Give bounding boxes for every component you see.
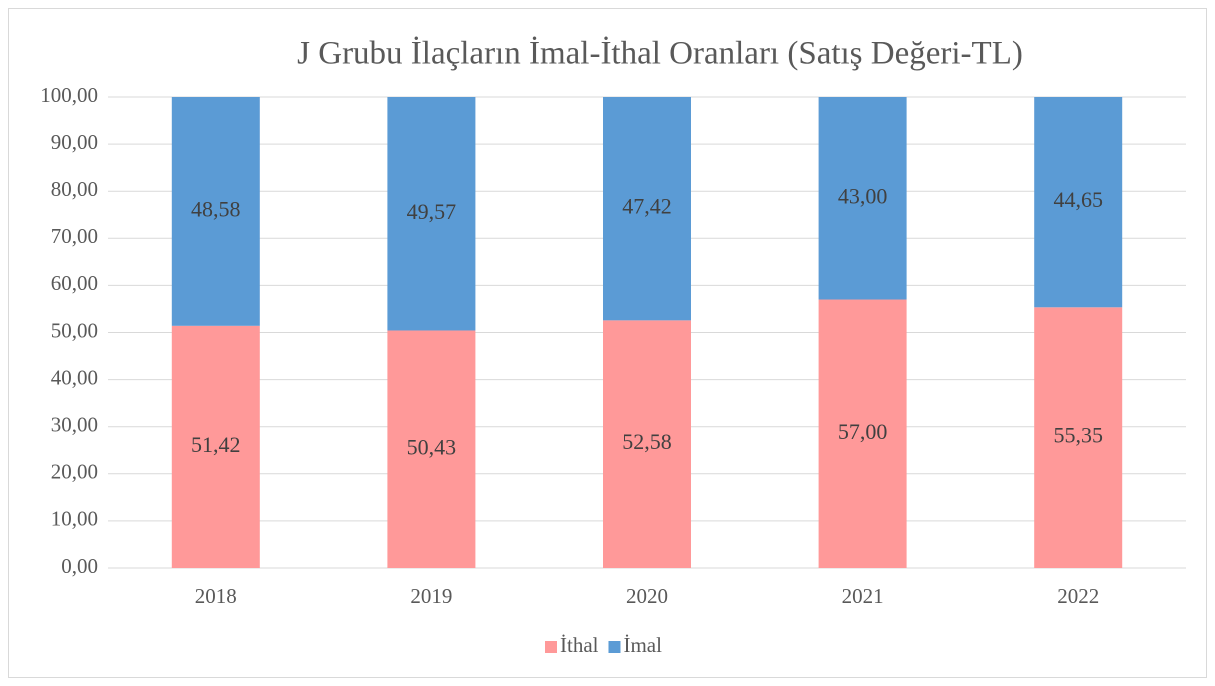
bar — [603, 320, 691, 568]
bar — [1034, 97, 1123, 308]
y-tick-label: 80,00 — [51, 177, 98, 201]
y-tick-label: 40,00 — [51, 365, 98, 389]
y-tick-label: 90,00 — [51, 130, 98, 154]
data-label: 48,58 — [191, 196, 241, 221]
legend-label: İmal — [623, 633, 662, 657]
legend-label: İthal — [560, 633, 599, 657]
y-tick-label: 50,00 — [51, 318, 98, 342]
bar — [387, 330, 476, 568]
x-tick-label: 2020 — [626, 584, 668, 608]
y-tick-label: 60,00 — [51, 271, 98, 295]
bar — [1034, 307, 1123, 568]
y-tick-label: 100,00 — [40, 83, 98, 107]
data-label: 44,65 — [1053, 187, 1103, 212]
data-label: 43,00 — [838, 183, 888, 208]
bar — [818, 97, 907, 300]
bar — [171, 97, 260, 326]
legend-swatch — [545, 641, 557, 653]
data-label: 52,58 — [622, 429, 672, 454]
data-label: 57,00 — [838, 419, 888, 444]
y-tick-label: 20,00 — [51, 460, 98, 484]
chart-title: J Grubu İlaçların İmal-İthal Oranları (S… — [297, 36, 1023, 72]
x-tick-label: 2021 — [842, 584, 884, 608]
y-tick-label: 30,00 — [51, 413, 98, 437]
bar — [171, 325, 260, 568]
x-tick-label: 2018 — [195, 584, 237, 608]
data-label: 55,35 — [1053, 423, 1103, 448]
x-tick-label: 2019 — [410, 584, 452, 608]
y-tick-label: 10,00 — [51, 507, 98, 531]
bar — [603, 97, 691, 321]
data-label: 47,42 — [622, 194, 672, 219]
y-tick-label: 0,00 — [61, 554, 98, 578]
x-tick-label: 2022 — [1057, 584, 1099, 608]
data-label: 51,42 — [191, 432, 241, 457]
bar — [387, 97, 476, 331]
data-label: 50,43 — [407, 434, 457, 459]
y-tick-label: 70,00 — [51, 224, 98, 248]
bar — [818, 299, 907, 568]
data-label: 49,57 — [407, 199, 457, 224]
legend-swatch — [608, 641, 621, 653]
